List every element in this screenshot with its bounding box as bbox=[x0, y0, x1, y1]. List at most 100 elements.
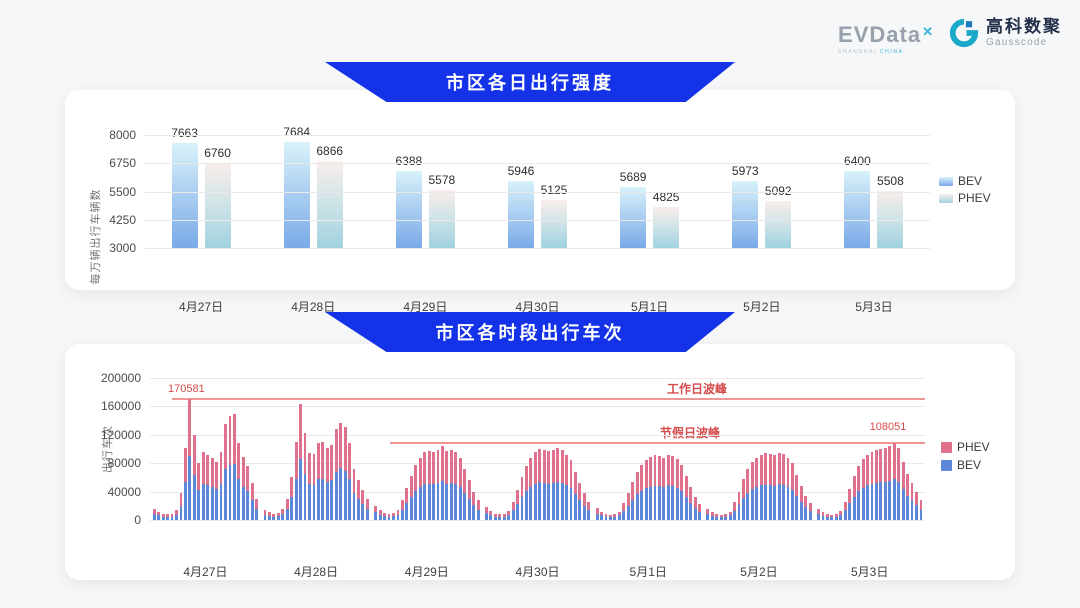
bev-segment bbox=[782, 485, 785, 520]
y-tick-label: 200000 bbox=[100, 371, 141, 385]
bev-segment bbox=[658, 486, 661, 520]
bev-segment bbox=[551, 482, 555, 520]
hour-slot bbox=[427, 378, 431, 520]
bev-segment bbox=[560, 483, 564, 520]
hour-slot bbox=[848, 378, 852, 520]
y-tick-label: 5500 bbox=[109, 184, 136, 199]
phev-segment bbox=[308, 452, 311, 485]
phev-segment bbox=[299, 404, 302, 459]
workday-peak-line bbox=[172, 398, 925, 400]
bev-segment bbox=[719, 517, 723, 520]
hour-slot bbox=[764, 378, 768, 520]
bev-segment bbox=[538, 482, 542, 520]
hour-slot bbox=[821, 378, 825, 520]
bev-segment bbox=[698, 511, 701, 520]
hour-slot bbox=[538, 378, 542, 520]
gridline bbox=[145, 135, 930, 136]
legend-item-phev: PHEV bbox=[939, 191, 991, 205]
phev-segment bbox=[804, 495, 808, 508]
bar-value-label: 5946 bbox=[507, 164, 535, 179]
gausscode-logo: 高科数聚 Gausscode bbox=[949, 17, 1062, 48]
bev-segment bbox=[843, 510, 847, 520]
hour-slot bbox=[357, 378, 360, 520]
chart2-bars bbox=[150, 378, 925, 520]
hour-slot bbox=[405, 378, 409, 520]
holiday-peak-label: 节假日波峰 bbox=[659, 426, 720, 440]
bev-segment bbox=[693, 507, 697, 520]
hour-slot bbox=[361, 378, 365, 520]
bev-segment bbox=[400, 509, 404, 520]
phev-segment bbox=[484, 507, 488, 514]
bev-segment bbox=[525, 491, 528, 520]
hour-slot bbox=[852, 378, 856, 520]
bev-segment bbox=[215, 489, 218, 520]
bev-segment bbox=[246, 491, 250, 520]
bev-segment bbox=[520, 497, 524, 520]
hour-slot bbox=[777, 378, 781, 520]
phev-segment bbox=[246, 466, 250, 492]
bev-segment bbox=[250, 500, 254, 520]
hour-slot bbox=[343, 378, 347, 520]
hour-slot bbox=[463, 378, 467, 520]
hour-slot bbox=[533, 378, 537, 520]
bev-segment bbox=[582, 505, 586, 520]
bev-segment bbox=[817, 514, 820, 520]
hour-slot bbox=[737, 378, 741, 520]
phev-segment bbox=[206, 454, 210, 486]
y-tick-label: 80000 bbox=[107, 456, 141, 471]
phev-segment bbox=[782, 453, 785, 485]
phev-segment bbox=[808, 502, 812, 511]
phev-segment bbox=[560, 450, 564, 484]
bev-segment bbox=[728, 515, 732, 520]
hour-slot bbox=[600, 378, 603, 520]
legend-label: PHEV bbox=[957, 440, 990, 454]
bev-segment bbox=[484, 513, 488, 520]
phev-segment bbox=[631, 481, 635, 500]
daily-intensity-card: 每万辆出行车辆数 7663 6760 7684 6866 6388 5578 5946 512… bbox=[65, 90, 1015, 314]
hour-slot bbox=[219, 378, 223, 520]
bev-segment bbox=[507, 515, 511, 520]
bev-segment bbox=[631, 499, 635, 520]
bev-segment bbox=[383, 516, 386, 520]
hour-slot bbox=[192, 378, 196, 520]
hour-slot bbox=[255, 378, 259, 520]
bev-segment bbox=[449, 482, 453, 520]
phev-segment bbox=[680, 464, 684, 491]
phev-segment bbox=[316, 443, 320, 480]
hour-slot bbox=[653, 378, 657, 520]
bar-value-label: 7663 bbox=[171, 125, 198, 140]
hour-slot bbox=[281, 378, 285, 520]
bev-segment bbox=[777, 484, 781, 520]
bev-segment bbox=[489, 515, 493, 520]
phev-segment bbox=[578, 483, 582, 501]
bev-segment bbox=[276, 516, 280, 520]
phev-segment bbox=[449, 449, 453, 483]
hour-slot bbox=[574, 378, 577, 520]
phev-segment bbox=[649, 456, 652, 487]
bev-segment bbox=[294, 478, 298, 520]
legend-label: PHEV bbox=[958, 191, 991, 205]
phev-segment bbox=[574, 471, 577, 495]
bev-segment bbox=[445, 483, 449, 520]
phev-segment bbox=[635, 471, 639, 495]
phev-segment bbox=[764, 453, 768, 485]
bev-segment bbox=[476, 509, 480, 520]
bev-segment bbox=[533, 483, 537, 520]
hour-slot bbox=[152, 378, 156, 520]
phev-segment bbox=[374, 505, 378, 513]
hour-slot bbox=[706, 378, 710, 520]
bev-segment bbox=[378, 514, 382, 520]
chart2-x-axis-labels: 4月27日 4月28日 4月29日 4月30日 5月1日 5月2日 5月3日 bbox=[150, 563, 925, 580]
bev-segment bbox=[547, 483, 551, 520]
legend-swatch bbox=[941, 459, 952, 471]
bev-segment bbox=[396, 514, 400, 520]
phev-segment bbox=[582, 493, 586, 506]
bev-segment bbox=[303, 473, 307, 520]
bev-segment bbox=[330, 480, 334, 520]
hour-slot bbox=[910, 378, 914, 520]
bev-segment bbox=[662, 486, 666, 520]
phev-segment bbox=[183, 447, 187, 482]
phev-segment bbox=[666, 454, 670, 486]
bar-value-label: 6866 bbox=[316, 143, 344, 158]
hour-slot bbox=[719, 378, 723, 520]
